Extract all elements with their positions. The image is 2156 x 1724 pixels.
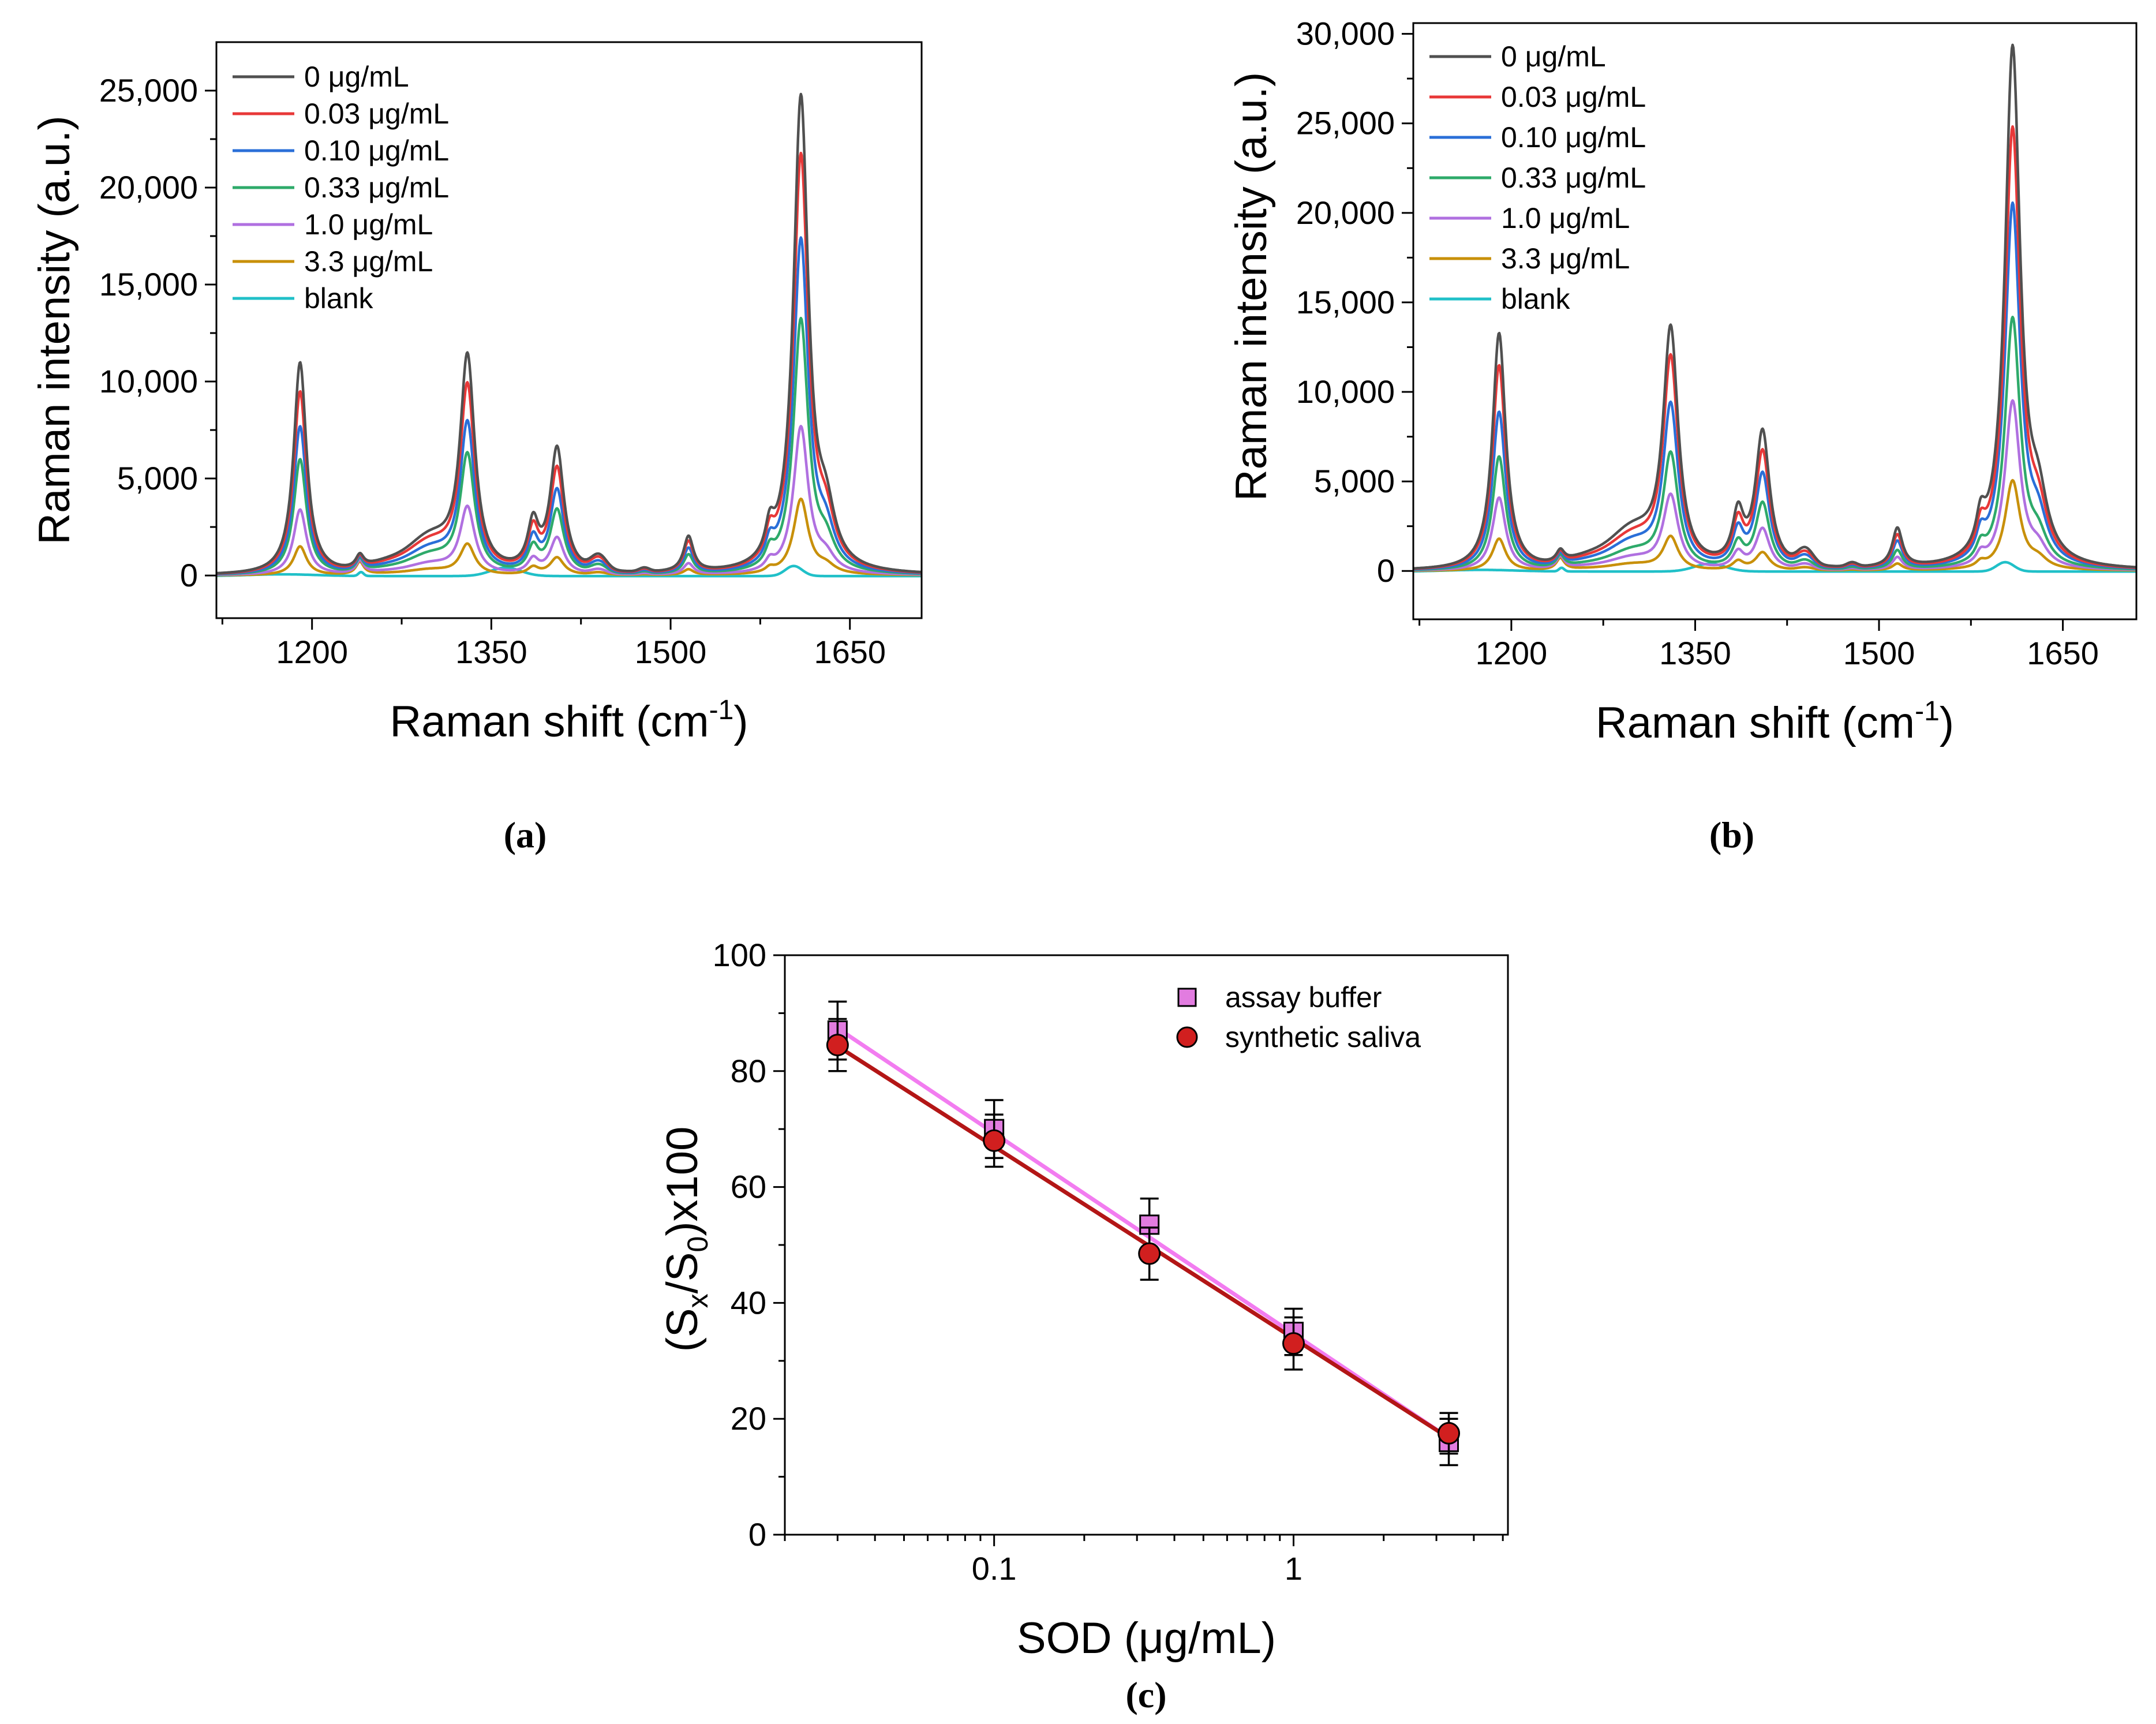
- legend-label: 0.03 μg/mL: [304, 98, 449, 130]
- panel-b-chart: 1200 1350 1500 1650 0 5,000 10,000 15,000 20,000…: [1227, 16, 2138, 855]
- legend-marker: [1177, 988, 1197, 1007]
- series-line: [215, 151, 922, 575]
- x-tick-label: 1350: [455, 634, 527, 670]
- plot-frame: [215, 41, 923, 619]
- panel-a-chart: 1200 1350 1500 1650 0 5,000 10,000 15,000 20,000…: [30, 41, 923, 855]
- series-line: [1413, 478, 2137, 572]
- x-tick-label: 1650: [814, 634, 886, 670]
- y-axis-label-part: (S: [658, 1308, 707, 1352]
- data-point-circle: [1138, 1242, 1161, 1265]
- y-tick-label: 15,000: [1296, 284, 1395, 320]
- series-line: [215, 92, 922, 575]
- x-tick-label: 1350: [1659, 635, 1731, 671]
- y-tick-label: 100: [713, 937, 766, 973]
- y-tick-label: 20: [731, 1400, 766, 1437]
- series-line: [215, 425, 922, 577]
- legend-label: 0.03 μg/mL: [1501, 81, 1646, 113]
- x-axis-label-sup: -1: [709, 695, 734, 725]
- x-axis-label-end: ): [1940, 698, 1954, 747]
- legend-label: synthetic saliva: [1225, 1021, 1421, 1053]
- series-line: [1413, 560, 2137, 573]
- panel-label: (b): [1709, 814, 1754, 855]
- legend-label: 3.3 μg/mL: [304, 245, 433, 278]
- series-line: [1413, 201, 2137, 571]
- panel-c-chart: 0.1 1 0 20 40 60 80 100 assay buffer synthetic sa…: [658, 937, 1509, 1715]
- y-tick-label: 80: [731, 1053, 766, 1089]
- y-tick-label: 0: [748, 1516, 766, 1553]
- series-line: [215, 498, 922, 577]
- legend-label: 0 μg/mL: [304, 61, 409, 93]
- legend-label: 0.10 μg/mL: [1501, 121, 1646, 154]
- legend-marker: [1176, 1026, 1198, 1048]
- data-point-circle: [1282, 1332, 1305, 1355]
- x-axis-label: SOD (μg/mL): [1017, 1614, 1276, 1663]
- y-tick-label: 10,000: [1296, 373, 1395, 410]
- x-axis-label-main: Raman shift (cm: [1596, 698, 1915, 747]
- series-line: [1413, 125, 2137, 570]
- legend-label: 0.10 μg/mL: [304, 134, 449, 167]
- panel-label: (c): [1125, 1674, 1166, 1715]
- x-tick-label: 1200: [1476, 635, 1548, 671]
- y-tick-label: 5,000: [117, 460, 198, 496]
- y-axis-label: Raman intensity (a.u.): [30, 115, 79, 544]
- panel-label: (a): [504, 814, 547, 855]
- x-tick-label: 1: [1285, 1550, 1302, 1587]
- data-point-circle: [983, 1129, 1006, 1152]
- y-tick-label: 25,000: [99, 72, 198, 109]
- x-axis-label-main: Raman shift (cm: [390, 697, 709, 746]
- legend-label: 1.0 μg/mL: [304, 208, 433, 241]
- y-tick-label: 60: [731, 1169, 766, 1205]
- legend-label: 1.0 μg/mL: [1501, 202, 1630, 234]
- x-axis-label-end: ): [733, 697, 748, 746]
- plot-frame: [1412, 22, 2138, 620]
- x-axis-label-sup: -1: [1915, 696, 1940, 727]
- legend-label: 0.33 μg/mL: [1501, 162, 1646, 194]
- series-line: [1413, 43, 2137, 570]
- y-axis-label: (Sx/S0)x100: [658, 1127, 714, 1352]
- series-line: [215, 316, 922, 576]
- y-tick-label: 0: [180, 557, 198, 593]
- y-tick-label: 30,000: [1296, 16, 1395, 52]
- data-point-circle: [826, 1034, 849, 1057]
- legend-label: 3.3 μg/mL: [1501, 242, 1630, 275]
- y-axis-label-part: )x100: [658, 1127, 707, 1236]
- y-tick-label: 5,000: [1314, 463, 1395, 499]
- legend-label: blank: [304, 282, 374, 315]
- y-tick-label: 20,000: [1296, 195, 1395, 231]
- data-point-circle: [1438, 1422, 1461, 1445]
- y-tick-label: 40: [731, 1284, 766, 1321]
- y-tick-label: 25,000: [1296, 105, 1395, 141]
- x-tick-label: 1650: [2027, 635, 2099, 671]
- x-axis-label: Raman shift (cm-1): [1596, 696, 1954, 747]
- legend-label: assay buffer: [1225, 981, 1382, 1014]
- y-axis-label: Raman intensity (a.u.): [1227, 72, 1276, 501]
- x-tick-label: 1500: [635, 634, 707, 670]
- y-tick-label: 10,000: [99, 363, 198, 399]
- x-axis-label: Raman shift (cm-1): [390, 695, 748, 746]
- x-tick-label: 0.1: [972, 1550, 1017, 1587]
- fit-line: [836, 1044, 1450, 1440]
- series-line: [1413, 399, 2137, 572]
- legend-label: 0 μg/mL: [1501, 40, 1606, 73]
- legend-label: blank: [1501, 283, 1571, 315]
- y-tick-label: 20,000: [99, 169, 198, 205]
- x-tick-label: 1200: [276, 634, 348, 670]
- series-line: [215, 236, 922, 575]
- y-axis-label-part: /S: [658, 1252, 707, 1294]
- y-tick-label: 15,000: [99, 266, 198, 302]
- y-axis-label-part: 0: [682, 1236, 714, 1252]
- legend-label: 0.33 μg/mL: [304, 171, 449, 204]
- y-tick-label: 0: [1377, 552, 1395, 589]
- x-tick-label: 1500: [1843, 635, 1915, 671]
- series-line: [1413, 315, 2137, 571]
- y-axis-label-part: x: [682, 1293, 714, 1308]
- series-line: [215, 564, 922, 578]
